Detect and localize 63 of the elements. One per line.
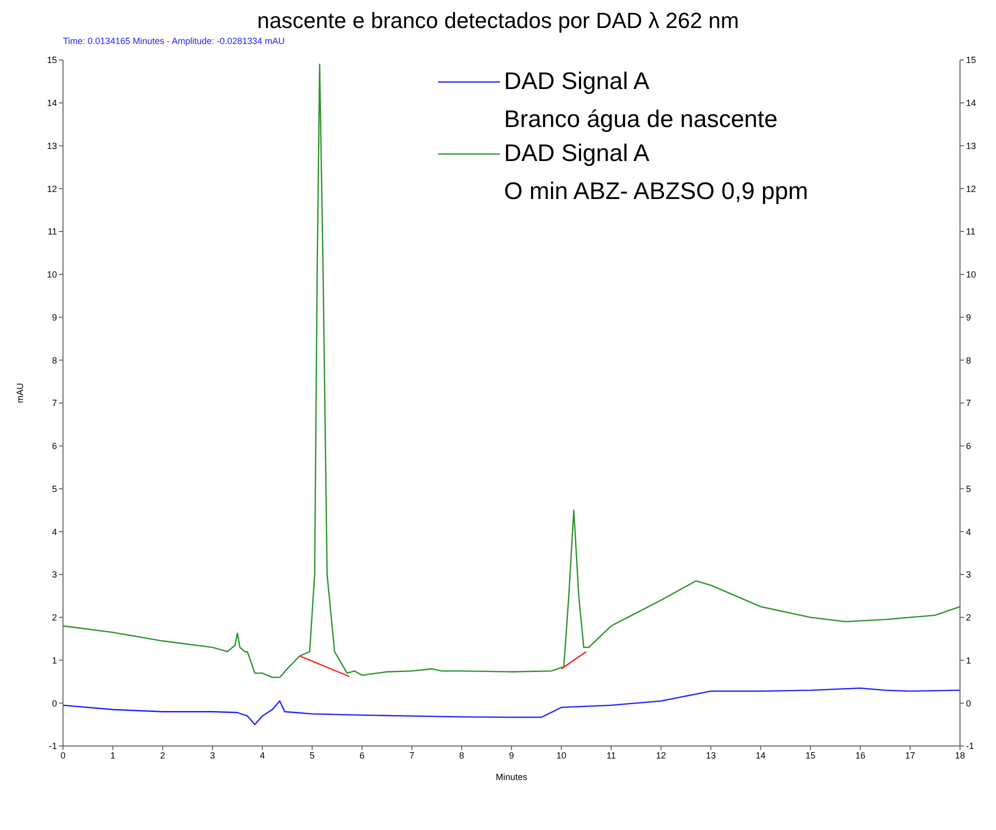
x-tick-label: 4 bbox=[260, 750, 265, 760]
y2-tick-label: 7 bbox=[966, 398, 972, 408]
y2-tick-label: 4 bbox=[966, 526, 972, 537]
x-tick-label: 10 bbox=[556, 750, 566, 760]
x-tick-label: 2 bbox=[160, 750, 166, 760]
annotation: O min ABZ- ABZSO 0,9 ppm bbox=[503, 178, 808, 206]
y-axis-title: mAU bbox=[15, 383, 26, 403]
y2-tick-label: 14 bbox=[966, 98, 976, 108]
y2-tick-label: 5 bbox=[966, 484, 972, 494]
line-series bbox=[63, 687, 960, 726]
x-axis-title: Minutes bbox=[496, 772, 528, 782]
x-tick-label: 5 bbox=[310, 750, 315, 760]
y2-tick-label: 9 bbox=[966, 312, 972, 322]
annotation: Branco água de nascente bbox=[503, 106, 779, 134]
y-tick-label: 14 bbox=[46, 98, 57, 108]
y-tick-label: -1 bbox=[48, 741, 57, 752]
x-tick-label: 18 bbox=[954, 750, 966, 760]
x-tick-label: 16 bbox=[855, 750, 866, 760]
chart-title: nascente e branco detectados por DAD λ 262 nm bbox=[256, 8, 740, 35]
y-tick-label: 9 bbox=[52, 312, 57, 322]
x-tick-label: 15 bbox=[805, 750, 816, 760]
y-tick-label: 12 bbox=[46, 184, 57, 194]
x-tick-label: 8 bbox=[459, 750, 464, 760]
y2-tick-label: 6 bbox=[966, 441, 972, 452]
y2-tick-label: 12 bbox=[966, 184, 976, 194]
x-tick-label: 11 bbox=[606, 750, 616, 760]
x-tick-label: 0 bbox=[60, 750, 66, 760]
y-tick-label: 8 bbox=[52, 355, 57, 366]
y2-tick-label: 0 bbox=[966, 698, 972, 708]
y-tick-label: 0 bbox=[52, 698, 57, 708]
text: Time: 0.0134165 Minutes - Amplitude: -0.0281334 mAU bbox=[62, 36, 286, 48]
x-tick-label: 3 bbox=[210, 750, 216, 760]
x-tick-label: 1 bbox=[110, 750, 116, 760]
y-tick-label: 6 bbox=[52, 441, 57, 452]
y-tick-label: 13 bbox=[46, 140, 57, 151]
y2-tick-label: 11 bbox=[966, 226, 976, 237]
x-tick-label: 7 bbox=[409, 750, 414, 760]
legend-label: DAD Signal A bbox=[504, 140, 650, 168]
legend-label: DAD Signal A bbox=[504, 68, 650, 96]
x-tick-label: 9 bbox=[508, 750, 514, 760]
y-tick-label: 1 bbox=[52, 655, 57, 666]
y2-tick-label: 2 bbox=[966, 612, 972, 623]
y-tick-label: 5 bbox=[52, 484, 57, 494]
y2-tick-label: 3 bbox=[966, 570, 972, 580]
x-tick-label: 6 bbox=[359, 750, 365, 760]
x-tick-label: 13 bbox=[706, 750, 716, 760]
y-tick-label: 11 bbox=[48, 226, 57, 237]
y2-tick-label: 13 bbox=[966, 140, 976, 151]
y2-tick-label: 1 bbox=[966, 655, 972, 666]
y-tick-label: 3 bbox=[52, 570, 57, 580]
y-tick-label: 10 bbox=[46, 270, 57, 280]
y2-tick-label: 10 bbox=[966, 270, 976, 280]
line-series bbox=[63, 64, 960, 678]
y-tick-label: 7 bbox=[52, 398, 57, 408]
x-tick-label: 12 bbox=[656, 750, 666, 760]
y2-tick-label: 15 bbox=[966, 55, 976, 66]
y-tick-label: 2 bbox=[52, 612, 57, 623]
y-tick-label: 15 bbox=[46, 55, 57, 66]
y2-tick-label: -1 bbox=[966, 741, 974, 752]
y-tick-label: 4 bbox=[52, 526, 57, 537]
y2-tick-label: 8 bbox=[966, 355, 972, 366]
x-tick-label: 14 bbox=[756, 750, 766, 760]
x-tick-label: 17 bbox=[905, 750, 916, 760]
